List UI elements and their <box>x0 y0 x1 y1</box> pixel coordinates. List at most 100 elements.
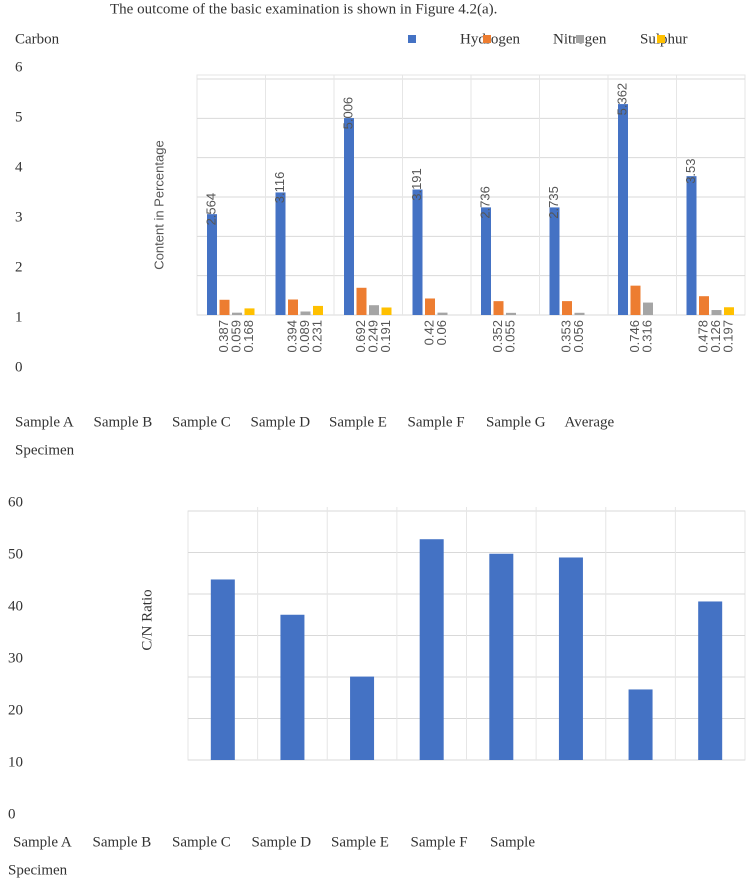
y-tick-label: 3 <box>15 209 23 225</box>
value-label: 0.692 <box>353 320 368 353</box>
bar <box>558 557 583 760</box>
bar <box>489 553 514 760</box>
bar <box>344 118 354 315</box>
value-label: 5.362 <box>614 83 629 116</box>
value-label: 3.116 <box>272 172 287 204</box>
bar <box>437 312 448 315</box>
bar <box>698 601 723 760</box>
value-label: 0.06 <box>434 320 449 345</box>
x-tick-label: Sample F <box>408 414 465 430</box>
x-tick-label: Average <box>565 414 615 430</box>
bar <box>356 287 367 315</box>
y-tick-label: 4 <box>15 159 23 175</box>
y-tick-label: 40 <box>8 598 23 614</box>
bar <box>699 296 709 315</box>
value-label: 0.168 <box>241 320 256 353</box>
bar <box>275 192 286 315</box>
x-tick-label: Sample G <box>486 414 546 430</box>
x-tick-label: Sample B <box>94 414 153 430</box>
bar <box>724 307 734 315</box>
bar <box>574 312 585 315</box>
bar <box>207 214 217 315</box>
y-axis-title: C/N Ratio <box>139 589 155 650</box>
y-tick-label: 0 <box>8 806 16 822</box>
x-tick-label: Sample A <box>15 414 74 430</box>
x-tick-label: Sample B <box>93 834 152 850</box>
bar <box>481 207 491 315</box>
value-label: 0.353 <box>558 320 573 353</box>
bar <box>643 302 653 315</box>
bar <box>425 298 435 315</box>
value-label: 0.42 <box>421 320 436 345</box>
x-tick-label: Sample D <box>252 834 312 850</box>
bar <box>549 207 560 315</box>
bar <box>244 308 255 315</box>
x-tick-label: Sample A <box>13 834 72 850</box>
value-label: 0.059 <box>228 320 243 353</box>
bar <box>369 305 379 315</box>
legend-label: Carbon <box>15 31 60 47</box>
bar <box>232 312 242 315</box>
bar <box>280 614 305 760</box>
x-axis-title: Specimen <box>15 442 75 458</box>
value-label: 0.352 <box>490 320 505 353</box>
y-tick-label: 1 <box>15 309 23 325</box>
value-label: 0.197 <box>720 320 735 353</box>
value-label: 3.53 <box>683 158 698 183</box>
value-label: 0.089 <box>297 320 312 353</box>
value-label: 0.387 <box>216 320 231 353</box>
bar <box>313 305 323 315</box>
x-tick-label: Sample C <box>172 414 231 430</box>
legend-marker <box>576 35 584 43</box>
bar <box>493 301 504 315</box>
x-tick-label: Sample C <box>172 834 231 850</box>
bar <box>506 312 516 315</box>
y-axis-title: Content in Percentage <box>151 140 166 269</box>
value-label: 0.316 <box>639 320 654 353</box>
y-tick-label: 30 <box>8 650 23 666</box>
value-label: 2.735 <box>546 186 561 219</box>
x-tick-label: Sample <box>490 834 535 850</box>
bar <box>419 539 444 760</box>
bar <box>711 310 722 315</box>
bar <box>412 189 423 315</box>
bar <box>562 301 572 315</box>
value-label: 0.478 <box>695 320 710 353</box>
value-label: 0.231 <box>309 320 324 353</box>
bar <box>628 689 653 760</box>
y-tick-label: 10 <box>8 754 23 770</box>
bar <box>210 579 235 760</box>
value-label: 0.191 <box>378 320 393 353</box>
value-label: 0.394 <box>284 320 299 353</box>
value-label: 0.746 <box>627 320 642 353</box>
y-tick-label: 0 <box>15 359 23 375</box>
y-tick-label: 50 <box>8 546 23 562</box>
value-label: 5.006 <box>340 97 355 130</box>
y-tick-label: 60 <box>8 494 23 510</box>
value-label: 2.564 <box>203 193 218 226</box>
y-tick-label: 6 <box>15 59 23 75</box>
bar <box>219 299 230 315</box>
y-tick-label: 2 <box>15 259 23 275</box>
legend-marker <box>657 35 665 43</box>
bar <box>618 104 628 315</box>
bar <box>381 307 392 315</box>
value-label: 0.055 <box>502 320 517 353</box>
value-label: 2.736 <box>477 186 492 219</box>
y-tick-label: 5 <box>15 109 23 125</box>
bar <box>630 285 641 315</box>
x-tick-label: Sample F <box>411 834 468 850</box>
value-label: 0.056 <box>571 320 586 353</box>
y-tick-label: 20 <box>8 702 23 718</box>
bar <box>288 299 298 315</box>
value-label: 0.126 <box>708 320 723 353</box>
x-tick-label: Sample E <box>329 414 387 430</box>
value-label: 0.249 <box>365 320 380 353</box>
legend-marker <box>408 35 416 43</box>
bar <box>300 311 311 315</box>
x-tick-label: Sample D <box>251 414 311 430</box>
value-label: 3.191 <box>409 168 424 201</box>
caption: The outcome of the basic examination is … <box>110 1 497 17</box>
x-axis-title: Specimen <box>8 862 68 878</box>
